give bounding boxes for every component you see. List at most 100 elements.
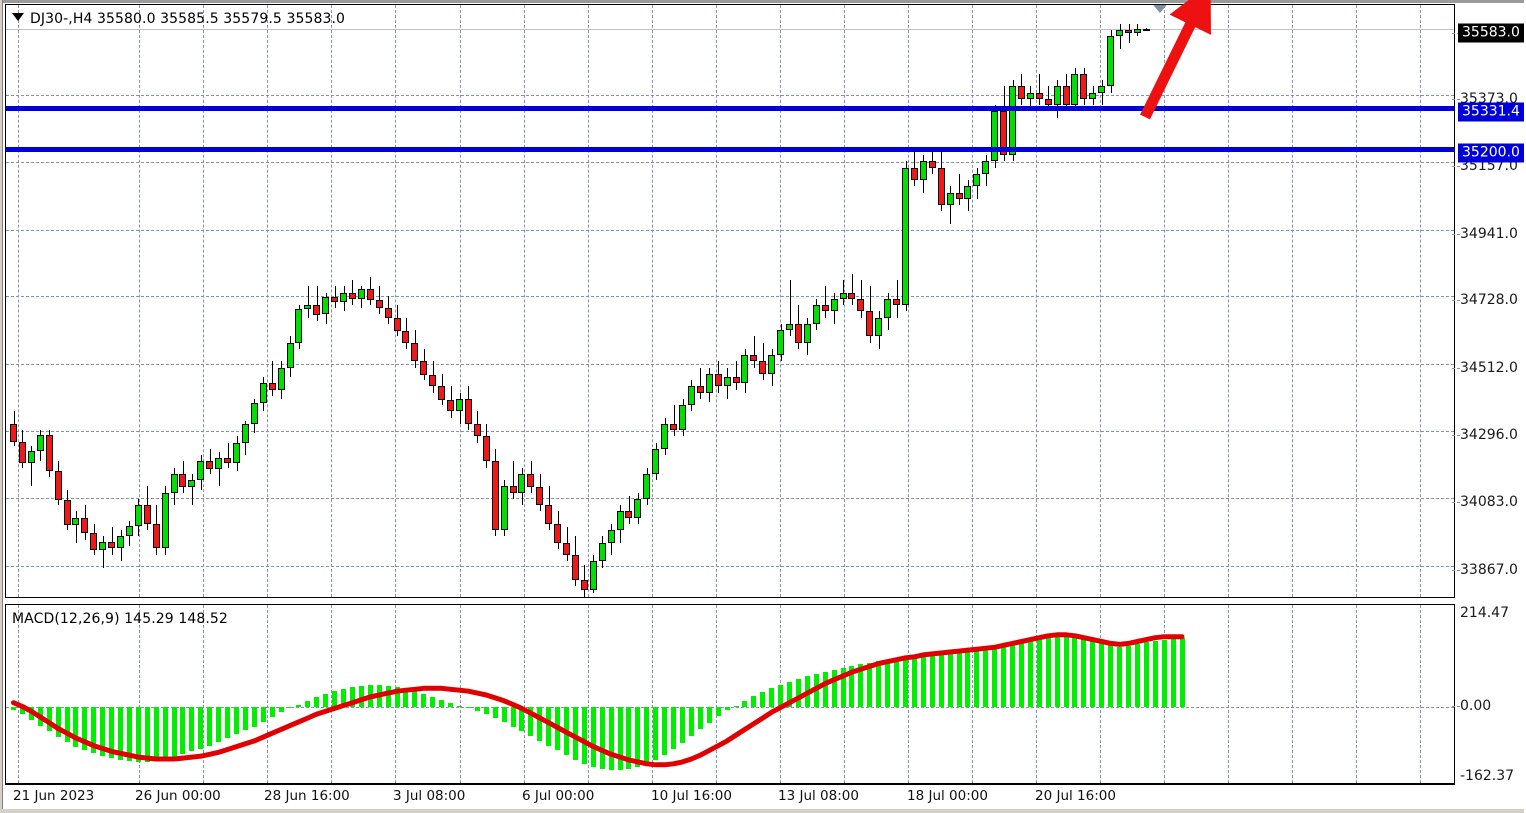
- candle-wick: [629, 495, 630, 524]
- gridline-vertical: [844, 5, 845, 597]
- gridline-vertical: [1292, 5, 1293, 597]
- candle-body: [589, 561, 597, 590]
- candle-body: [1080, 73, 1088, 99]
- candle-wick: [1120, 23, 1121, 49]
- candle-body: [1062, 86, 1070, 106]
- candle-body: [536, 487, 544, 506]
- time-axis-label: 13 Jul 08:00: [778, 788, 859, 804]
- macd-histogram-bar: [55, 707, 61, 738]
- macd-histogram-bar: [323, 694, 329, 708]
- macd-histogram-bar: [920, 655, 926, 708]
- candle-body: [402, 330, 410, 343]
- candle-body: [304, 305, 312, 309]
- candle-wick: [914, 148, 915, 187]
- candle-body: [554, 523, 562, 543]
- price-level-label[interactable]: 35200.0: [1458, 143, 1524, 163]
- axis-tick: [1452, 300, 1460, 302]
- macd-histogram-bar: [430, 696, 436, 708]
- candle-body: [357, 289, 365, 300]
- candle-body: [884, 298, 892, 318]
- candle-body: [687, 386, 695, 406]
- time-axis-label: 6 Jul 00:00: [522, 788, 595, 804]
- time-axis-label: 26 Jun 00:00: [135, 788, 221, 804]
- macd-histogram-bar: [385, 686, 391, 708]
- time-axis[interactable]: 21 Jun 2023 26 Jun 00:00 28 Jun 16:00 3 Jul…: [5, 784, 1455, 809]
- candle-body: [161, 492, 169, 549]
- candle-body: [134, 504, 142, 527]
- candle-body: [348, 292, 356, 300]
- window-frame-left: [0, 0, 3, 813]
- candle-body: [54, 471, 62, 500]
- macd-histogram-bar: [1010, 643, 1016, 708]
- macd-histogram-bar: [1090, 640, 1096, 708]
- axis-tick: [1452, 233, 1460, 235]
- candle-body: [152, 523, 160, 549]
- candle-body: [509, 486, 517, 493]
- gridline-vertical: [203, 605, 204, 783]
- gridline-horizontal: [6, 29, 1454, 31]
- time-axis-label: 20 Jul 16:00: [1035, 788, 1116, 804]
- axis-tick: [1452, 569, 1460, 571]
- price-axis[interactable]: 35583.0 35373.0 35157.0 34941.0 34728.0 34512…: [1452, 4, 1526, 598]
- candle-body: [705, 373, 713, 393]
- candle-wick: [219, 452, 220, 487]
- macd-histogram-bar: [1161, 639, 1167, 708]
- gridline-vertical: [1420, 5, 1421, 597]
- candle-body: [322, 296, 330, 315]
- candle-body: [910, 167, 918, 181]
- macd-histogram-bar: [180, 707, 186, 755]
- macd-histogram-bar: [795, 678, 801, 708]
- macd-histogram-bar: [189, 707, 195, 752]
- macd-histogram-bar: [153, 707, 159, 761]
- candle-body: [518, 473, 526, 493]
- candle-body: [473, 423, 481, 436]
- macd-histogram-bar: [19, 707, 25, 715]
- macd-histogram-bar: [858, 664, 864, 708]
- window-frame-right: [1524, 0, 1526, 813]
- candle-body: [527, 473, 535, 488]
- gridline-vertical: [716, 605, 717, 783]
- macd-histogram-bar: [965, 651, 971, 708]
- price-level-line[interactable]: [6, 146, 1454, 152]
- current-price-label[interactable]: 35583.0: [1458, 23, 1524, 43]
- gridline-horizontal: [6, 565, 1454, 567]
- candle-wick: [674, 405, 675, 437]
- candle-body: [331, 296, 339, 302]
- price-pane-header: DJ30-,H4 35580.0 35585.5 35579.5 35583.0: [12, 11, 345, 27]
- macd-pane[interactable]: MACD(12,26,9) 145.29 148.52: [5, 604, 1455, 784]
- macd-histogram-bar: [260, 707, 266, 722]
- macd-histogram-bar: [572, 707, 578, 760]
- price-chart-pane[interactable]: DJ30-,H4 35580.0 35585.5 35579.5 35583.0: [5, 4, 1455, 598]
- candle-body: [340, 292, 348, 302]
- arrow-down-marker-icon: [1149, 5, 1171, 13]
- macd-histogram-bar: [894, 658, 900, 708]
- macd-histogram-bar: [644, 707, 650, 764]
- macd-histogram-bar: [840, 668, 846, 708]
- candle-body: [1044, 98, 1052, 106]
- candle-wick: [308, 286, 309, 318]
- gridline-horizontal: [6, 363, 1454, 365]
- candle-body: [215, 458, 223, 469]
- candle-body: [1089, 92, 1097, 99]
- macd-histogram-bar: [983, 649, 989, 708]
- candle-body: [830, 298, 838, 312]
- candle-body: [250, 403, 258, 424]
- candle-body: [438, 386, 446, 400]
- candle-wick: [513, 461, 514, 499]
- candle-wick: [790, 280, 791, 337]
- candle-body: [634, 498, 642, 518]
- macd-histogram-bar: [751, 695, 757, 708]
- macd-histogram-bar: [492, 707, 498, 718]
- macd-histogram-bar: [760, 692, 766, 708]
- triangle-down-icon[interactable]: [12, 13, 24, 21]
- macd-histogram-bar: [1081, 637, 1087, 708]
- candle-body: [72, 517, 80, 526]
- price-level-label[interactable]: 35331.4: [1458, 102, 1524, 122]
- price-level-line[interactable]: [6, 105, 1454, 111]
- macd-histogram-bar: [314, 696, 320, 708]
- candle-body: [241, 423, 249, 443]
- candle-body: [893, 298, 901, 306]
- candle-body: [919, 161, 927, 181]
- gridline-vertical: [1356, 605, 1357, 783]
